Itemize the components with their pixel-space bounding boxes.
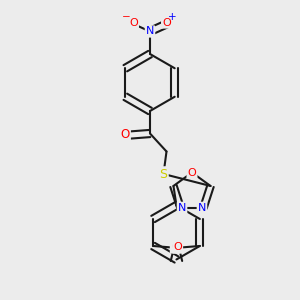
Text: O: O bbox=[171, 242, 180, 253]
Text: S: S bbox=[160, 167, 167, 181]
Text: N: N bbox=[146, 26, 154, 37]
Text: +: + bbox=[168, 12, 177, 22]
Text: O: O bbox=[173, 242, 182, 253]
Text: O: O bbox=[188, 167, 196, 178]
Text: O: O bbox=[121, 128, 130, 142]
Text: N: N bbox=[198, 203, 206, 213]
Text: −: − bbox=[122, 12, 130, 22]
Text: N: N bbox=[178, 203, 186, 213]
Text: O: O bbox=[162, 17, 171, 28]
Text: O: O bbox=[129, 17, 138, 28]
